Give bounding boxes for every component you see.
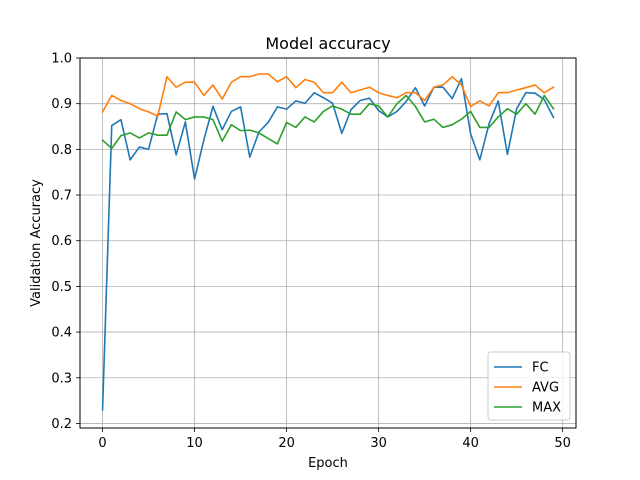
- series-line-max: [101, 94, 555, 150]
- y-tick-label: 0.9: [51, 97, 72, 112]
- legend-label-avg: AVG: [532, 381, 559, 396]
- y-tick-label: 0.6: [51, 234, 72, 249]
- y-tick-label: 0.4: [51, 326, 72, 341]
- y-axis-label: Validation Accuracy: [29, 179, 44, 307]
- legend-label-fc: FC: [532, 361, 549, 376]
- x-tick-label: 20: [278, 436, 295, 451]
- chart-title: Model accuracy: [265, 34, 390, 53]
- series-line-avg: [101, 73, 555, 117]
- legend-box: [487, 351, 571, 421]
- axis-ticks: 0 10 20 30 40 50 0.2 0.3 0.4 0.5 0.6 0.7 0.8 0.9 1.0: [51, 52, 571, 452]
- x-tick-label: 50: [554, 436, 571, 451]
- series-lines: [101, 73, 555, 411]
- x-tick-label: 30: [370, 436, 387, 451]
- series-line-fc: [101, 77, 555, 411]
- y-tick-label: 1.0: [51, 52, 72, 67]
- y-tick-label: 0.7: [51, 189, 72, 204]
- y-tick-label: 0.8: [51, 143, 72, 158]
- x-tick-label: 0: [98, 436, 106, 451]
- y-tick-label: 0.2: [51, 417, 72, 432]
- legend-label-max: MAX: [532, 401, 561, 416]
- plot-frame: [79, 57, 577, 429]
- y-tick-label: 0.3: [51, 371, 72, 386]
- y-tick-label: 0.5: [51, 280, 72, 295]
- x-tick-label: 10: [186, 436, 203, 451]
- x-tick-label: 40: [462, 436, 479, 451]
- x-axis-label: Epoch: [308, 456, 348, 471]
- legend: FC AVG MAX: [487, 351, 571, 421]
